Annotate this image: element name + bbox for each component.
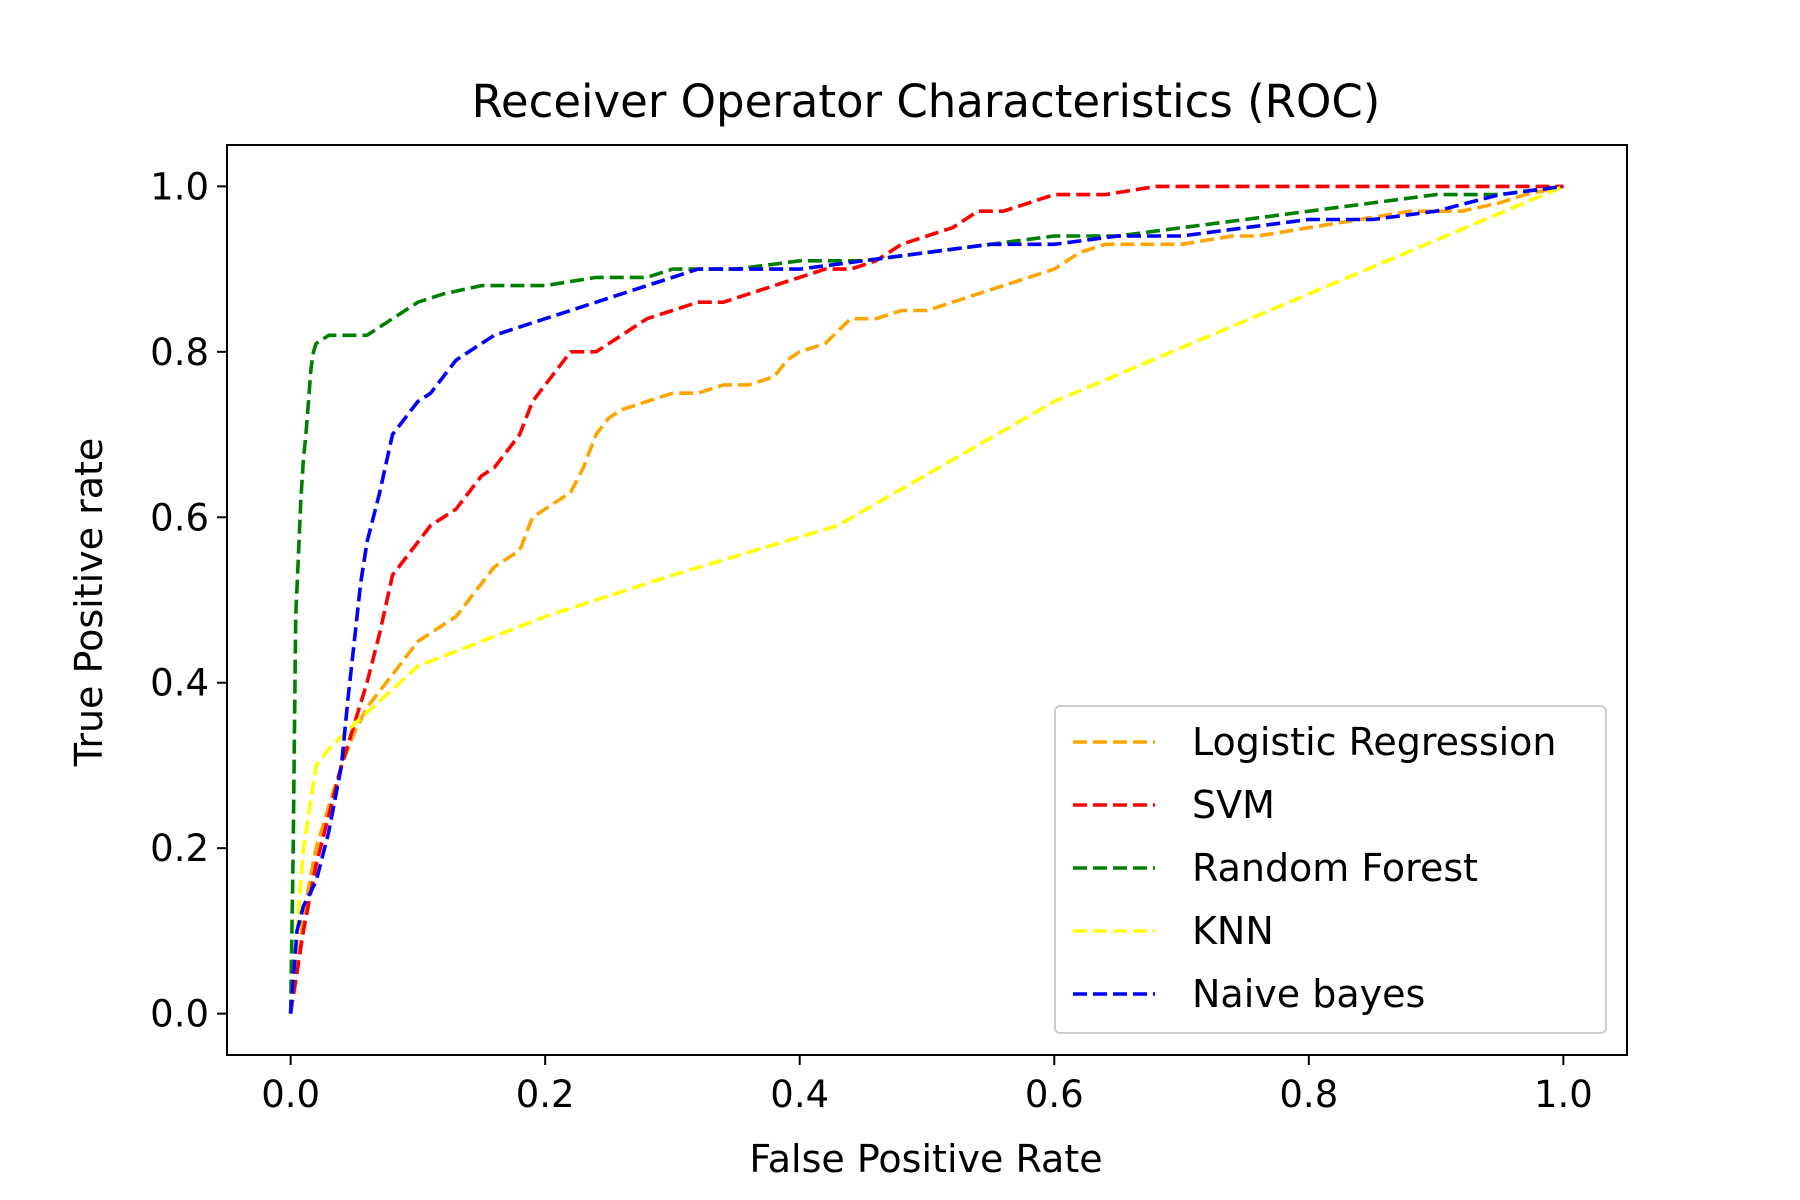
x-tick-label: 0.4 [770, 1073, 829, 1116]
legend-label: Naive bayes [1192, 972, 1425, 1016]
x-tick-label: 1.0 [1534, 1073, 1593, 1116]
series-line-naive-bayes [288, 184, 1564, 1014]
legend-label: KNN [1192, 909, 1274, 953]
x-tick-label: 0.2 [516, 1073, 575, 1116]
legend-label: SVM [1192, 783, 1275, 827]
plot-area [226, 144, 1628, 1056]
y-axis-label: True Positive rate [67, 438, 111, 768]
y-tick-label: 0.2 [150, 827, 209, 870]
series-line-svm [288, 184, 1564, 1014]
legend-box [1054, 705, 1607, 1034]
y-tick-label: 0.0 [150, 993, 209, 1036]
y-tick-label: 0.4 [150, 662, 209, 705]
legend: Logistic Regression SVM Random Forest KNN Na… [1054, 705, 1607, 1034]
x-axis-ticks: 0.0 0.2 0.4 0.6 0.8 1.0 [261, 1055, 1593, 1116]
x-tick-label: 0.6 [1025, 1073, 1084, 1116]
x-tick-label: 0.0 [261, 1073, 320, 1116]
series-line-random-forest [288, 184, 1564, 1014]
series-line-logistic-regression [288, 184, 1564, 1014]
y-tick-label: 1.0 [150, 165, 209, 208]
x-tick-label: 0.8 [1279, 1073, 1338, 1116]
series-line-knn [288, 184, 1565, 1014]
y-axis-ticks: 0.0 0.2 0.4 0.6 0.8 1.0 [150, 165, 227, 1036]
x-axis-label: False Positive Rate [749, 1137, 1102, 1181]
legend-label: Random Forest [1192, 846, 1478, 890]
legend-label: Logistic Regression [1192, 720, 1557, 764]
chart-title: Receiver Operator Characteristics (ROC) [472, 75, 1381, 128]
plot-frame [226, 144, 1628, 1056]
y-tick-label: 0.6 [150, 496, 209, 539]
y-tick-label: 0.8 [150, 331, 209, 374]
